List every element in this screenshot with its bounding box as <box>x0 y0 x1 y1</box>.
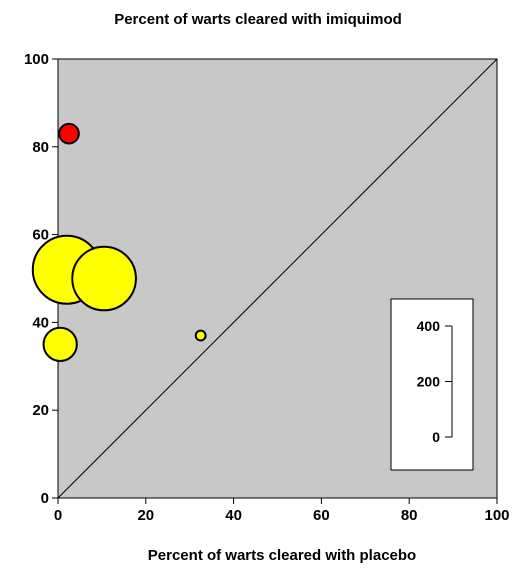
x-tick-label: 60 <box>313 507 330 524</box>
identity-line <box>57 58 498 499</box>
data-point <box>71 245 137 312</box>
y-tick-label: 40 <box>32 314 49 331</box>
data-point <box>58 122 80 145</box>
data-points <box>31 122 207 362</box>
y-tick-label: 0 <box>41 490 49 507</box>
data-point <box>42 326 78 362</box>
y-tick-label: 60 <box>32 227 49 244</box>
size-legend-label: 0 <box>432 429 440 445</box>
y-tick-label: 20 <box>32 402 49 419</box>
x-tick-label: 80 <box>401 507 418 524</box>
chart-title: Percent of warts cleared with imiquimod <box>114 11 402 28</box>
y-tick-label: 80 <box>32 139 49 156</box>
x-tick-label: 100 <box>484 507 509 524</box>
size-legend-label: 400 <box>417 318 441 334</box>
x-axis: 0 20 40 60 80 100 <box>54 498 510 524</box>
x-axis-label: Percent of warts cleared with placebo <box>148 547 416 564</box>
y-tick-label: 100 <box>24 51 49 68</box>
x-tick-label: 20 <box>137 507 154 524</box>
size-legend: 400 200 0 <box>390 298 474 471</box>
size-legend-label: 200 <box>417 374 441 390</box>
size-legend-box <box>390 298 474 471</box>
x-tick-label: 0 <box>54 507 62 524</box>
y-axis: 0 20 40 60 80 100 <box>24 51 58 507</box>
data-point <box>194 329 207 342</box>
x-tick-label: 40 <box>225 507 242 524</box>
